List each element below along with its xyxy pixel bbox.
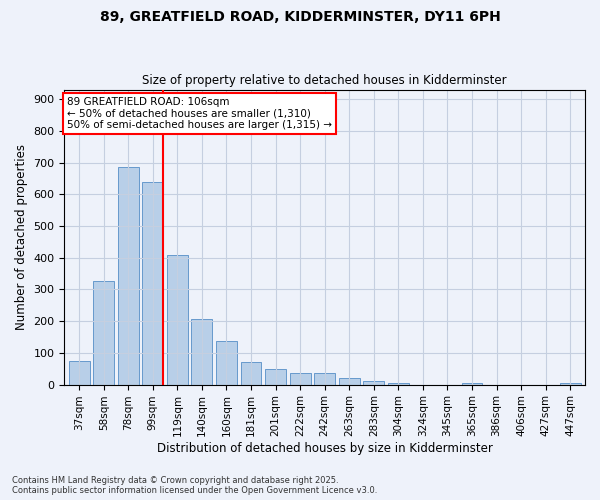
- Bar: [142, 182, 163, 384]
- Bar: [388, 383, 409, 384]
- Y-axis label: Number of detached properties: Number of detached properties: [15, 144, 28, 330]
- Text: 89, GREATFIELD ROAD, KIDDERMINSTER, DY11 6PH: 89, GREATFIELD ROAD, KIDDERMINSTER, DY11…: [100, 10, 500, 24]
- X-axis label: Distribution of detached houses by size in Kidderminster: Distribution of detached houses by size …: [157, 442, 493, 455]
- Bar: [314, 374, 335, 384]
- Bar: [241, 362, 262, 384]
- Bar: [167, 254, 188, 384]
- Bar: [290, 374, 311, 384]
- Title: Size of property relative to detached houses in Kidderminster: Size of property relative to detached ho…: [142, 74, 507, 87]
- Bar: [364, 382, 384, 384]
- Bar: [191, 319, 212, 384]
- Bar: [93, 282, 114, 385]
- Bar: [216, 341, 237, 384]
- Text: 89 GREATFIELD ROAD: 106sqm
← 50% of detached houses are smaller (1,310)
50% of s: 89 GREATFIELD ROAD: 106sqm ← 50% of deta…: [67, 97, 332, 130]
- Bar: [265, 370, 286, 384]
- Bar: [69, 361, 89, 384]
- Bar: [560, 383, 581, 384]
- Bar: [461, 383, 482, 384]
- Text: Contains HM Land Registry data © Crown copyright and database right 2025.
Contai: Contains HM Land Registry data © Crown c…: [12, 476, 377, 495]
- Bar: [118, 168, 139, 384]
- Bar: [339, 378, 359, 384]
